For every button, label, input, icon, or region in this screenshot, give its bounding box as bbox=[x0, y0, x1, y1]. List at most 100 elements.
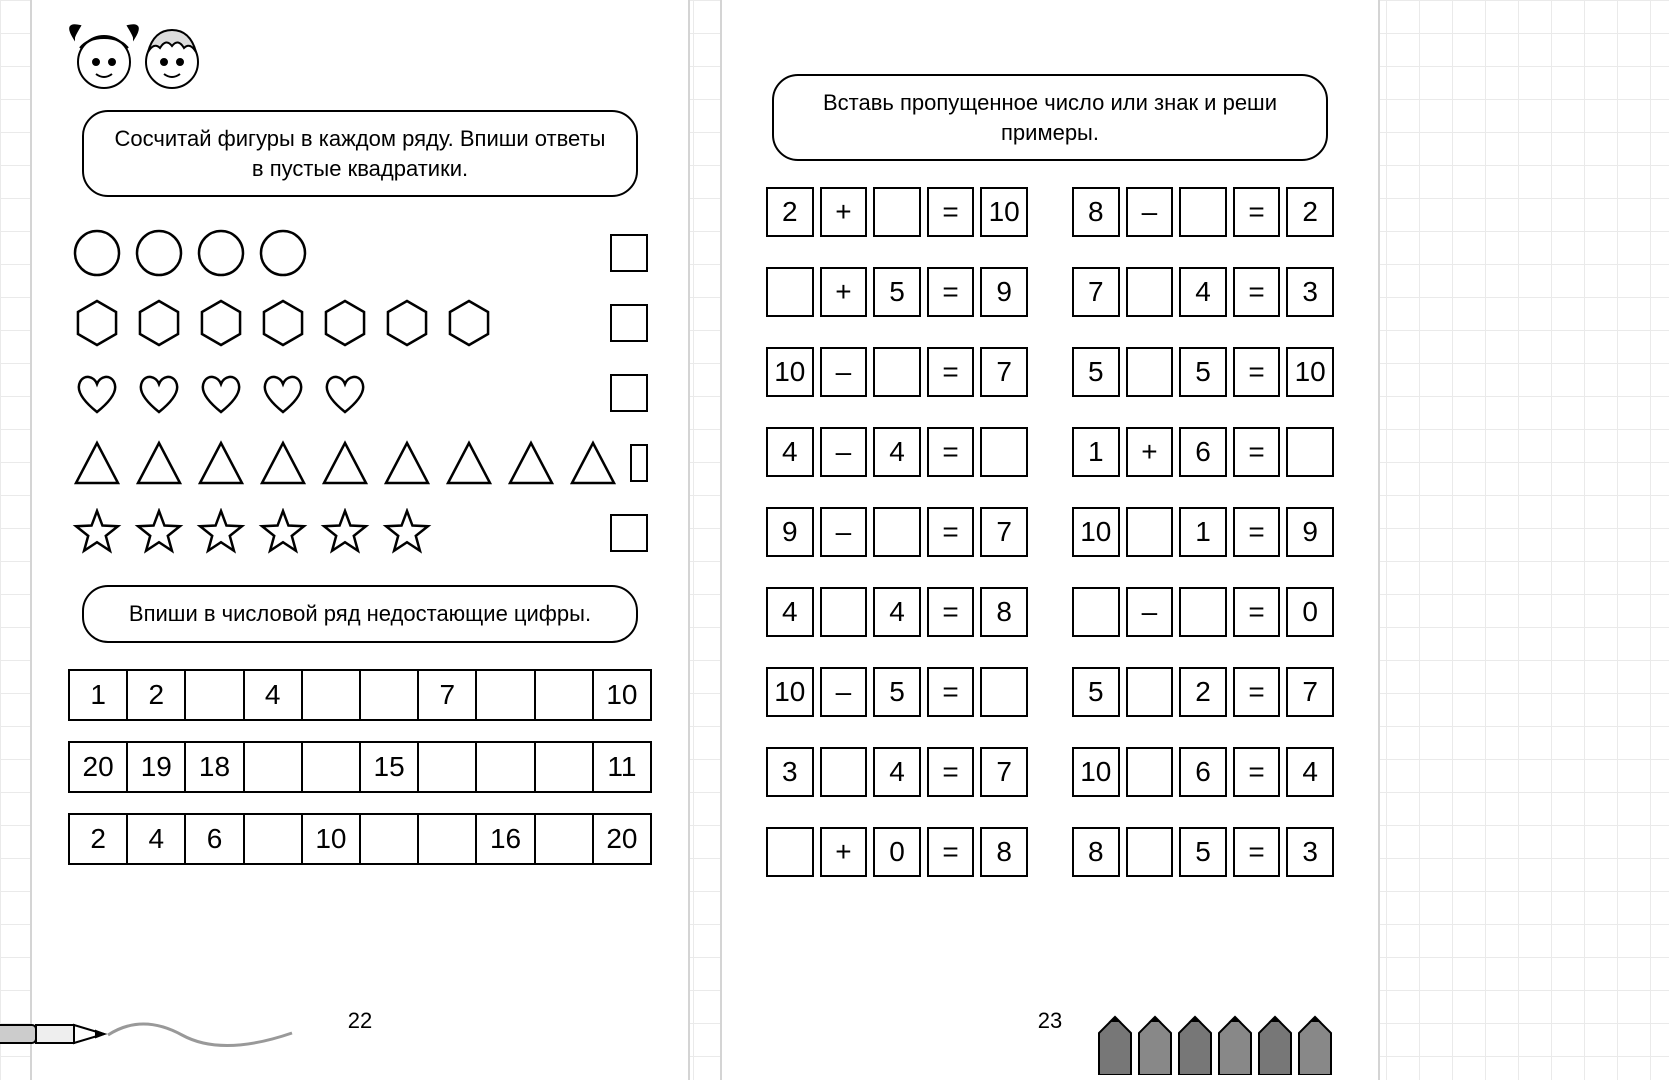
equation-blank[interactable] bbox=[1126, 667, 1174, 717]
answer-box[interactable] bbox=[630, 444, 648, 482]
equation-cell: = bbox=[1233, 427, 1281, 477]
star-icon bbox=[134, 508, 184, 558]
answer-box[interactable] bbox=[610, 234, 648, 272]
equation-cell: = bbox=[927, 347, 975, 397]
equation-row: 74=3 bbox=[1072, 267, 1334, 317]
sequence-blank[interactable] bbox=[417, 813, 475, 865]
equation-row: +5=9 bbox=[766, 267, 1028, 317]
equation-cell: 8 bbox=[980, 587, 1028, 637]
answer-box[interactable] bbox=[610, 374, 648, 412]
heart-icon bbox=[258, 368, 308, 418]
equation-cell: = bbox=[927, 267, 975, 317]
equation-cell: – bbox=[820, 507, 868, 557]
equation-blank[interactable] bbox=[873, 187, 921, 237]
star-icon bbox=[72, 508, 122, 558]
equation-blank[interactable] bbox=[766, 267, 814, 317]
equation-blank[interactable] bbox=[1126, 507, 1174, 557]
equation-cell: = bbox=[1233, 667, 1281, 717]
equation-blank[interactable] bbox=[1179, 187, 1227, 237]
sequence-blank[interactable] bbox=[417, 741, 475, 793]
heart-icon bbox=[320, 368, 370, 418]
equation-cell: + bbox=[820, 187, 868, 237]
sequence-blank[interactable] bbox=[243, 741, 301, 793]
answer-box[interactable] bbox=[610, 514, 648, 552]
star-icon bbox=[196, 508, 246, 558]
sequence-blank[interactable] bbox=[243, 813, 301, 865]
sequence-cell: 10 bbox=[592, 669, 652, 721]
sequence-cell: 2 bbox=[68, 813, 126, 865]
sequence-cell: 20 bbox=[68, 741, 126, 793]
equation-cell: – bbox=[1126, 587, 1174, 637]
equation-cell: 4 bbox=[1286, 747, 1334, 797]
shape-row-triangle bbox=[68, 433, 652, 493]
equation-cell: + bbox=[1126, 427, 1174, 477]
equation-blank[interactable] bbox=[873, 507, 921, 557]
equation-row: 10–=7 bbox=[766, 347, 1028, 397]
equation-cell: 7 bbox=[1072, 267, 1120, 317]
sequence-cell: 20 bbox=[592, 813, 652, 865]
equation-cell: 4 bbox=[873, 587, 921, 637]
equation-blank[interactable] bbox=[980, 427, 1028, 477]
equation-cell: 10 bbox=[1286, 347, 1334, 397]
equation-cell: = bbox=[927, 427, 975, 477]
sequence-blank[interactable] bbox=[301, 669, 359, 721]
equations-section: 2+=10+5=910–=74–4=9–=744=810–5=34=7+0=88… bbox=[758, 187, 1342, 877]
equation-row: 4–4= bbox=[766, 427, 1028, 477]
shape-counting-section bbox=[68, 223, 652, 563]
equation-blank[interactable] bbox=[1126, 747, 1174, 797]
equation-cell: – bbox=[820, 427, 868, 477]
equation-cell: 4 bbox=[766, 587, 814, 637]
sequence-blank[interactable] bbox=[301, 741, 359, 793]
equation-cell: 8 bbox=[980, 827, 1028, 877]
equation-row: 2+=10 bbox=[766, 187, 1028, 237]
equation-cell: 1 bbox=[1179, 507, 1227, 557]
equation-blank[interactable] bbox=[1126, 267, 1174, 317]
instruction-equations: Вставь пропущенное число или знак и реши… bbox=[772, 74, 1328, 161]
equation-cell: = bbox=[1233, 747, 1281, 797]
equation-cell: 8 bbox=[1072, 827, 1120, 877]
equation-cell: 3 bbox=[1286, 827, 1334, 877]
triangle-icon bbox=[72, 438, 122, 488]
equation-cell: = bbox=[927, 827, 975, 877]
hexagon-icon bbox=[258, 298, 308, 348]
equation-blank[interactable] bbox=[873, 347, 921, 397]
sequence-blank[interactable] bbox=[534, 669, 592, 721]
equation-blank[interactable] bbox=[980, 667, 1028, 717]
equation-cell: 0 bbox=[1286, 587, 1334, 637]
sequence-blank[interactable] bbox=[534, 813, 592, 865]
equation-cell: 6 bbox=[1179, 427, 1227, 477]
equation-cell: 2 bbox=[766, 187, 814, 237]
equation-cell: = bbox=[1233, 267, 1281, 317]
equation-blank[interactable] bbox=[766, 827, 814, 877]
equation-blank[interactable] bbox=[1126, 347, 1174, 397]
equation-cell: 10 bbox=[1072, 507, 1120, 557]
equation-cell: 4 bbox=[766, 427, 814, 477]
sequence-blank[interactable] bbox=[534, 741, 592, 793]
equation-row: 52=7 bbox=[1072, 667, 1334, 717]
equation-cell: + bbox=[820, 267, 868, 317]
equation-blank[interactable] bbox=[1179, 587, 1227, 637]
equation-row: 55=10 bbox=[1072, 347, 1334, 397]
equation-blank[interactable] bbox=[820, 747, 868, 797]
sequence-blank[interactable] bbox=[475, 741, 533, 793]
kids-illustration bbox=[50, 8, 210, 101]
shape-row-hexagon bbox=[68, 293, 652, 353]
sequence-blank[interactable] bbox=[359, 669, 417, 721]
sequence-blank[interactable] bbox=[475, 669, 533, 721]
page-number-left: 22 bbox=[348, 1008, 372, 1034]
sequence-blank[interactable] bbox=[184, 669, 242, 721]
sequence-cell: 10 bbox=[301, 813, 359, 865]
page-number-right: 23 bbox=[1038, 1008, 1062, 1034]
sequence-blank[interactable] bbox=[359, 813, 417, 865]
equation-blank[interactable] bbox=[820, 587, 868, 637]
sequence-row: 124710 bbox=[68, 669, 652, 721]
equation-cell: 8 bbox=[1072, 187, 1120, 237]
equation-cell: 5 bbox=[873, 267, 921, 317]
sequence-cell: 1 bbox=[68, 669, 126, 721]
equation-blank[interactable] bbox=[1126, 827, 1174, 877]
equation-cell: 2 bbox=[1286, 187, 1334, 237]
equation-blank[interactable] bbox=[1286, 427, 1334, 477]
sequence-cell: 19 bbox=[126, 741, 184, 793]
answer-box[interactable] bbox=[610, 304, 648, 342]
equation-blank[interactable] bbox=[1072, 587, 1120, 637]
